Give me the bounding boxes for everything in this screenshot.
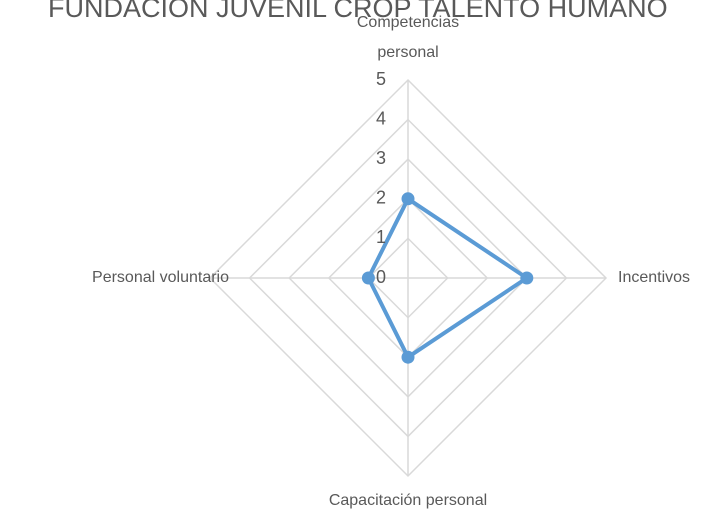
category-label: Incentivos xyxy=(618,269,691,286)
category-label: Capacitación personal xyxy=(328,492,488,509)
r-tick-label: 1 xyxy=(376,227,386,247)
marker xyxy=(361,271,375,285)
r-tick-label: 0 xyxy=(376,267,386,287)
r-tick-label: 5 xyxy=(376,69,386,89)
r-tick-label: 3 xyxy=(376,148,386,168)
marker xyxy=(401,192,415,206)
r-tick-label: 4 xyxy=(376,108,386,128)
chart-title: FUNDACION JUVENIL CROP TALENTO HUMANO xyxy=(48,0,668,23)
marker xyxy=(401,350,415,364)
category-label: Competencias personal xyxy=(356,14,460,61)
r-tick-label: 2 xyxy=(376,188,386,208)
marker xyxy=(520,271,534,285)
category-label: Personal voluntario xyxy=(92,269,229,286)
